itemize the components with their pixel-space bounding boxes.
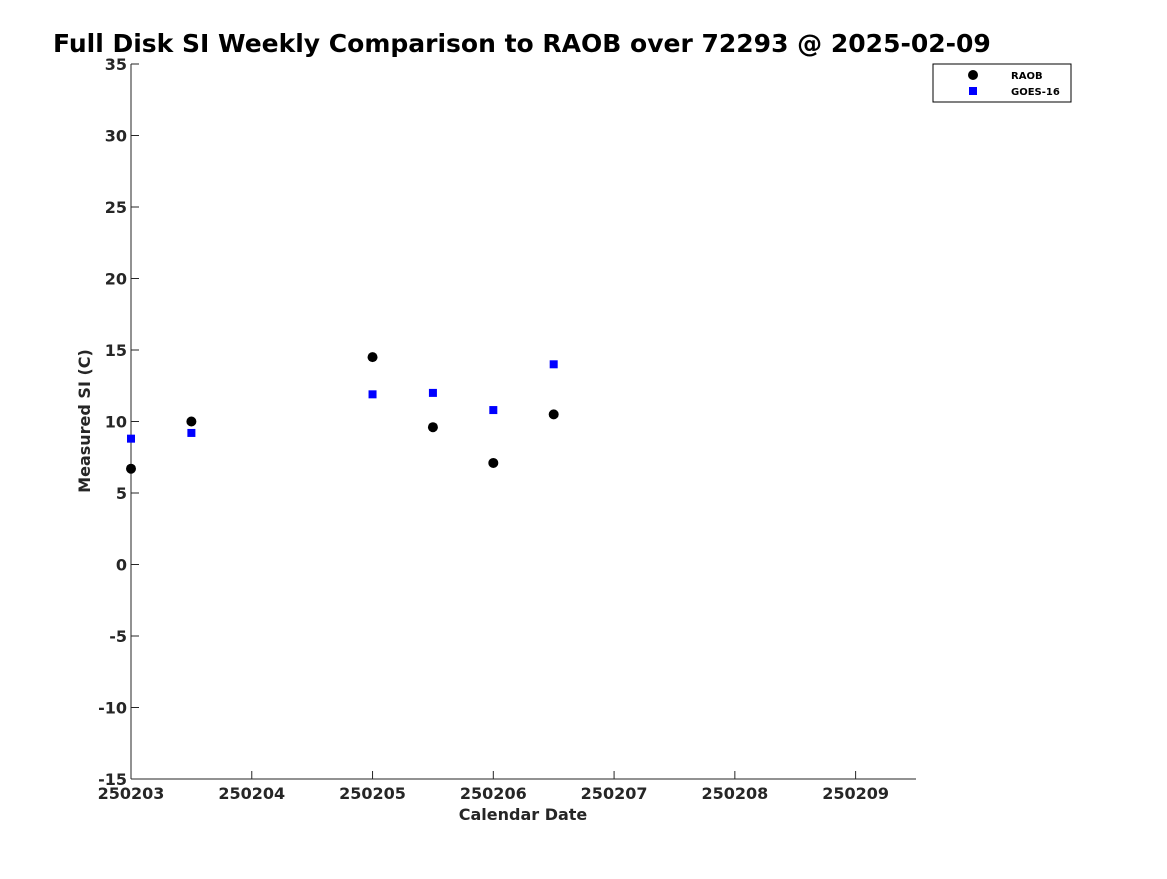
chart-title: Full Disk SI Weekly Comparison to RAOB o… — [53, 29, 991, 58]
y-tick-label: 35 — [105, 55, 127, 74]
raob-point — [126, 463, 136, 474]
goes-16-point — [187, 428, 196, 437]
raob-point — [186, 416, 197, 427]
x-tick-label: 250204 — [218, 784, 285, 803]
x-tick-label: 250209 — [822, 784, 889, 803]
x-tick-label: 250207 — [581, 784, 648, 803]
x-tick-label: 250205 — [339, 784, 406, 803]
goes-16-point — [127, 434, 135, 443]
goes-16-point — [489, 406, 498, 415]
raob-point — [367, 352, 378, 363]
legend-box — [932, 63, 1072, 103]
y-tick-label: -5 — [109, 627, 127, 646]
raob-point — [488, 457, 499, 468]
goes-16-point — [428, 388, 437, 397]
y-tick-label: 15 — [105, 341, 127, 360]
y-tick-label: -15 — [98, 770, 127, 789]
y-tick-label: 30 — [105, 127, 127, 146]
legend-label-goes-16: GOES-16 — [1011, 87, 1060, 98]
y-tick-label: 5 — [116, 484, 127, 503]
y-tick-label: 25 — [105, 198, 127, 217]
x-tick-label: 250203 — [98, 784, 165, 803]
y-tick-label: -10 — [98, 699, 127, 718]
goes-16-point — [368, 390, 377, 399]
data-points — [126, 352, 559, 474]
x-tick-label: 250206 — [460, 784, 527, 803]
raob-point — [548, 409, 559, 420]
x-tick-label: 250208 — [701, 784, 768, 803]
raob-point — [427, 422, 438, 433]
y-tick-label: 10 — [105, 413, 127, 432]
y-tick-label: 0 — [116, 556, 127, 575]
legend-marker-raob — [968, 70, 978, 80]
y-axis-label: Measured SI (C) — [75, 349, 94, 493]
legend-label-raob: RAOB — [1011, 71, 1043, 82]
goes-16-point — [549, 360, 558, 369]
legend-marker-goes-16 — [969, 87, 977, 95]
legend: RAOB GOES-16 — [932, 63, 1072, 103]
y-tick-label: 20 — [105, 270, 127, 289]
x-axis-label: Calendar Date — [459, 805, 588, 824]
